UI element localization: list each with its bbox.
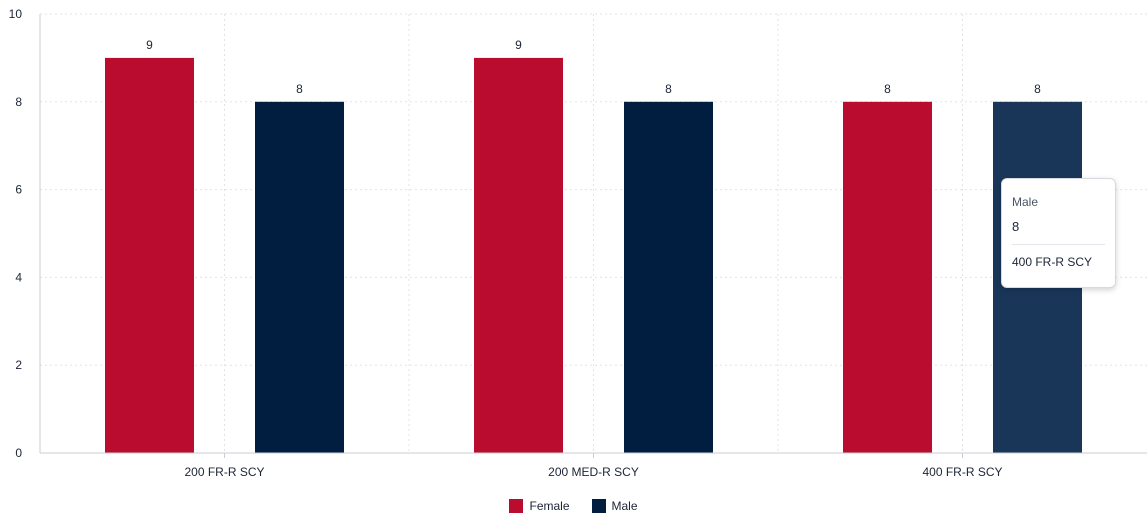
data-label-female-2: 9 <box>515 38 522 52</box>
data-label-male-1: 8 <box>296 82 303 96</box>
tooltip-divider <box>1012 244 1105 245</box>
legend-swatch-female <box>509 499 524 513</box>
tooltip: Male 8 400 FR-R SCY <box>1001 178 1116 288</box>
bars <box>105 57 1082 454</box>
data-label-female-3: 8 <box>884 82 891 96</box>
legend-item-female[interactable]: Female <box>509 499 570 513</box>
bar-male-2 <box>624 101 713 454</box>
tooltip-value: 8 <box>1012 219 1020 234</box>
x-tick-label: 200 FR-R SCY <box>184 465 264 479</box>
y-axis: 0 2 4 6 8 10 <box>9 7 41 460</box>
y-tick-label: 8 <box>15 95 22 109</box>
data-label-male-2: 8 <box>665 82 672 96</box>
bar-female-3 <box>843 101 932 454</box>
tooltip-category: 400 FR-R SCY <box>1012 255 1093 269</box>
bar-male-1 <box>255 101 344 454</box>
legend-item-male[interactable]: Male <box>591 499 638 513</box>
x-tick-label: 200 MED-R SCY <box>548 465 639 479</box>
legend-swatch-male <box>591 499 606 513</box>
bar-female-2 <box>474 57 563 454</box>
legend: Female Male <box>0 499 1147 513</box>
y-tick-label: 6 <box>15 183 22 197</box>
tooltip-series: Male <box>1012 195 1039 209</box>
x-tick-label: 400 FR-R SCY <box>922 465 1002 479</box>
y-tick-label: 10 <box>9 7 23 21</box>
x-axis: 200 FR-R SCY 200 MED-R SCY 400 FR-R SCY <box>40 452 1147 479</box>
legend-label-female: Female <box>529 499 570 513</box>
bar-female-1 <box>105 57 194 454</box>
legend-label-male: Male <box>611 499 638 513</box>
data-label-female-1: 9 <box>146 38 153 52</box>
data-labels: 9 8 9 8 8 8 <box>146 38 1041 96</box>
grid-lines <box>40 13 1147 453</box>
y-tick-label: 2 <box>15 358 22 372</box>
y-tick-label: 0 <box>15 446 22 460</box>
data-label-male-3: 8 <box>1034 82 1041 96</box>
y-tick-label: 4 <box>15 270 22 284</box>
